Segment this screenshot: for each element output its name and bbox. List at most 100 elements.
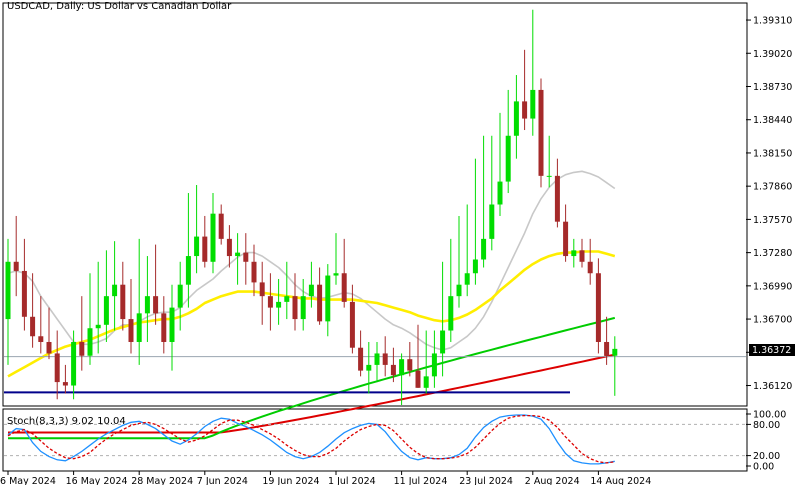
price-tick-label: 1.38730 — [753, 82, 792, 93]
candle-body — [497, 181, 503, 205]
candle-body — [144, 296, 150, 314]
date-tick-label: 16 May 2024 — [66, 476, 128, 485]
candle-body — [358, 347, 364, 371]
candle-body — [489, 204, 495, 239]
candle-body — [21, 270, 27, 317]
candle-body — [112, 284, 118, 297]
candle-body — [366, 364, 372, 371]
candle-body — [595, 273, 601, 342]
stoch-tick-label: 0.00 — [753, 462, 774, 473]
stoch-main-line — [7, 414, 615, 465]
date-tick-label: 7 Jun 2024 — [197, 476, 248, 485]
candle-body — [202, 236, 208, 262]
candle-body — [554, 175, 560, 222]
candle-body — [128, 319, 134, 342]
price-tick-label: 1.39310 — [753, 16, 792, 27]
candle-body — [5, 261, 11, 320]
date-tick-label: 23 Jul 2024 — [459, 476, 513, 485]
candle-body — [440, 330, 446, 354]
candle-body — [612, 348, 618, 356]
candle-body — [153, 296, 159, 314]
candle-body — [177, 284, 183, 308]
candle-body — [530, 89, 536, 119]
candle-body — [456, 284, 462, 297]
candle-body — [546, 175, 552, 177]
candle-body — [481, 238, 487, 260]
candle-body — [464, 273, 470, 285]
candle-body — [579, 250, 585, 262]
candle-body — [513, 101, 519, 136]
candle-body — [251, 261, 257, 283]
candle-body — [390, 364, 396, 376]
candle-body — [505, 135, 511, 182]
stoch-signal-line — [7, 414, 615, 464]
price-tick-label: 1.36990 — [753, 281, 792, 292]
candle-body — [194, 236, 200, 257]
candle-body — [604, 341, 610, 356]
date-tick-label: 11 Jul 2024 — [394, 476, 448, 485]
price-tick-label: 1.37280 — [753, 248, 792, 259]
date-tick-label: 19 Jun 2024 — [262, 476, 319, 485]
candle-body — [333, 273, 339, 276]
candle-body — [415, 370, 421, 388]
price-tick-label: 1.38150 — [753, 148, 792, 159]
candle-body — [317, 284, 323, 322]
candle-body — [103, 296, 109, 325]
candle-body — [87, 328, 93, 356]
candle-body — [308, 284, 314, 297]
candle-body — [382, 353, 388, 365]
price-axis: 1.39310 1.39020 1.38730 1.38440 1.38150 1.378… — [746, 16, 792, 392]
candle-body — [341, 273, 347, 302]
candle-body — [46, 341, 52, 354]
current-price-label: 1.36372 — [752, 345, 791, 356]
date-axis: 6 May 2024 16 May 2024 28 May 2024 7 Jun 20… — [0, 471, 651, 485]
candle-body — [38, 336, 44, 342]
candle-body — [161, 313, 167, 342]
stoch-panel[interactable] — [2, 408, 748, 472]
main-panel[interactable] — [2, 2, 748, 407]
candle-body — [399, 359, 405, 376]
price-tick-label: 1.39020 — [753, 49, 792, 60]
candle-body — [210, 213, 216, 262]
candle-body — [218, 213, 224, 239]
date-tick-label: 14 Aug 2024 — [590, 476, 651, 485]
stoch-plot-area — [4, 414, 746, 465]
candle-body — [243, 252, 249, 262]
price-tick-label: 1.36120 — [753, 381, 792, 392]
date-tick-label: 1 Jul 2024 — [328, 476, 376, 485]
candle-body — [571, 250, 577, 257]
candle-body — [30, 316, 36, 337]
candle-body — [587, 261, 593, 274]
current-price-box — [749, 344, 795, 356]
chart-title: USDCAD, Daily: US Dollar vs Canadian Dol… — [7, 1, 232, 12]
candle-body — [538, 89, 544, 176]
candle-body — [374, 353, 380, 365]
candle-body — [349, 301, 355, 348]
price-tick-label: 1.37860 — [753, 182, 792, 193]
candle-body — [169, 307, 175, 342]
stoch-tick-label: 80.00 — [753, 420, 780, 431]
candle-body — [235, 252, 241, 257]
candle-body — [226, 238, 232, 257]
candle-body — [431, 353, 437, 377]
candle-body — [276, 301, 282, 308]
price-tick-label: 1.38440 — [753, 115, 792, 126]
candle-body — [13, 261, 19, 271]
candle-body — [185, 256, 191, 285]
candle-body — [448, 296, 454, 331]
candle-body — [62, 382, 68, 386]
date-tick-label: 28 May 2024 — [131, 476, 193, 485]
price-tick-label: 1.36700 — [753, 315, 792, 326]
candle-body — [292, 296, 298, 320]
candle-body — [136, 313, 142, 342]
ma-slow-line — [8, 316, 616, 440]
candle-body — [259, 282, 265, 297]
candle-body — [563, 221, 569, 257]
candle-body — [300, 296, 306, 320]
candle-body — [472, 259, 478, 274]
candle-body — [284, 296, 290, 302]
candle-body — [325, 275, 331, 322]
candle-body — [522, 101, 528, 119]
